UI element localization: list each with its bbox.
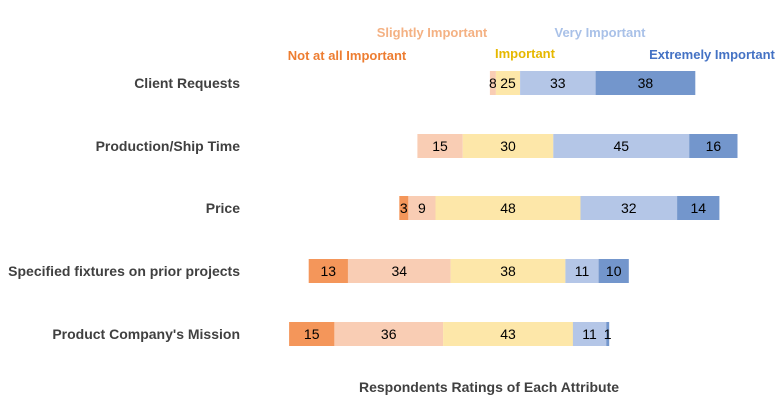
- bar-extremely-important-2: [689, 134, 738, 158]
- data-label-very-important-2: 45: [614, 138, 630, 154]
- data-label-not-at-all-important-4: 13: [321, 263, 337, 279]
- bar-very-important-3: [580, 196, 678, 220]
- data-label-not-at-all-important-3: 3: [400, 200, 408, 216]
- data-label-very-important-4: 11: [575, 263, 590, 279]
- legend-slightly-important: Slightly Important: [377, 25, 488, 40]
- data-label-slightly-important-4: 34: [392, 263, 408, 279]
- bar-not-at-all-important-3: [399, 196, 409, 220]
- category-label-production-ship-time: Production/Ship Time: [96, 138, 241, 154]
- bar-extremely-important-1: [595, 71, 696, 95]
- bar-slightly-important-1: [489, 71, 496, 95]
- category-label-client-requests: Client Requests: [134, 75, 240, 91]
- bar-very-important-2: [553, 134, 690, 158]
- category-label-product-company-s-mission: Product Company's Mission: [52, 326, 240, 342]
- x-axis-title: Respondents Ratings of Each Attribute: [359, 379, 619, 395]
- category-label-specified-fixtures-on-prior-projects: Specified fixtures on prior projects: [8, 263, 240, 279]
- data-label-important-4: 38: [500, 263, 516, 279]
- chart-legend: Not at all Important Slightly Important Im…: [288, 25, 776, 63]
- data-label-very-important-1: 33: [550, 75, 566, 91]
- data-label-extremely-important-1: 38: [638, 75, 654, 91]
- data-label-slightly-important-3: 9: [418, 200, 426, 216]
- data-label-slightly-important-5: 36: [381, 326, 397, 342]
- bar-important-3: [435, 196, 581, 220]
- category-labels: Client Requests Production/Ship Time Price…: [8, 75, 240, 342]
- data-label-slightly-important-2: 15: [432, 138, 448, 154]
- data-label-important-1: 25: [500, 75, 516, 91]
- bar-very-important-1: [520, 71, 596, 95]
- data-label-important-2: 30: [500, 138, 516, 154]
- legend-very-important: Very Important: [554, 25, 646, 40]
- data-label-extremely-important-5: 1: [604, 326, 612, 342]
- bar-extremely-important-4: [598, 259, 629, 283]
- bar-extremely-important-3: [677, 196, 720, 220]
- bar-extremely-important-5: [606, 322, 610, 346]
- bar-slightly-important-2: [417, 134, 463, 158]
- legend-not-at-all-important: Not at all Important: [288, 48, 407, 63]
- bar-not-at-all-important-5: [289, 322, 335, 346]
- bar-very-important-5: [572, 322, 607, 346]
- bar-important-5: [443, 322, 573, 346]
- bar-slightly-important-5: [334, 322, 444, 346]
- data-label-important-3: 48: [500, 200, 516, 216]
- bar-slightly-important-3: [408, 196, 436, 220]
- category-label-price: Price: [206, 200, 240, 216]
- bar-very-important-4: [565, 259, 599, 283]
- legend-extremely-important: Extremely Important: [649, 47, 775, 62]
- bar-important-2: [462, 134, 554, 158]
- data-label-very-important-3: 32: [621, 200, 637, 216]
- data-label-extremely-important-3: 14: [691, 200, 707, 216]
- data-label-important-5: 43: [500, 326, 516, 342]
- bar-slightly-important-4: [347, 259, 451, 283]
- data-label-slightly-important-1: 8: [489, 75, 497, 91]
- bar-not-at-all-important-4: [308, 259, 348, 283]
- bar-important-1: [495, 71, 521, 95]
- legend-important: Important: [495, 46, 556, 61]
- data-label-extremely-important-4: 10: [606, 263, 622, 279]
- bars-group: 8 25 33 38 15 30 45 16 3 9 48 32 14 13 34 38 11 10 15 36 43 1…: [289, 71, 738, 346]
- data-label-extremely-important-2: 16: [706, 138, 722, 154]
- data-label-not-at-all-important-5: 15: [304, 326, 320, 342]
- data-label-very-important-5: 11: [582, 326, 597, 342]
- bar-important-4: [450, 259, 566, 283]
